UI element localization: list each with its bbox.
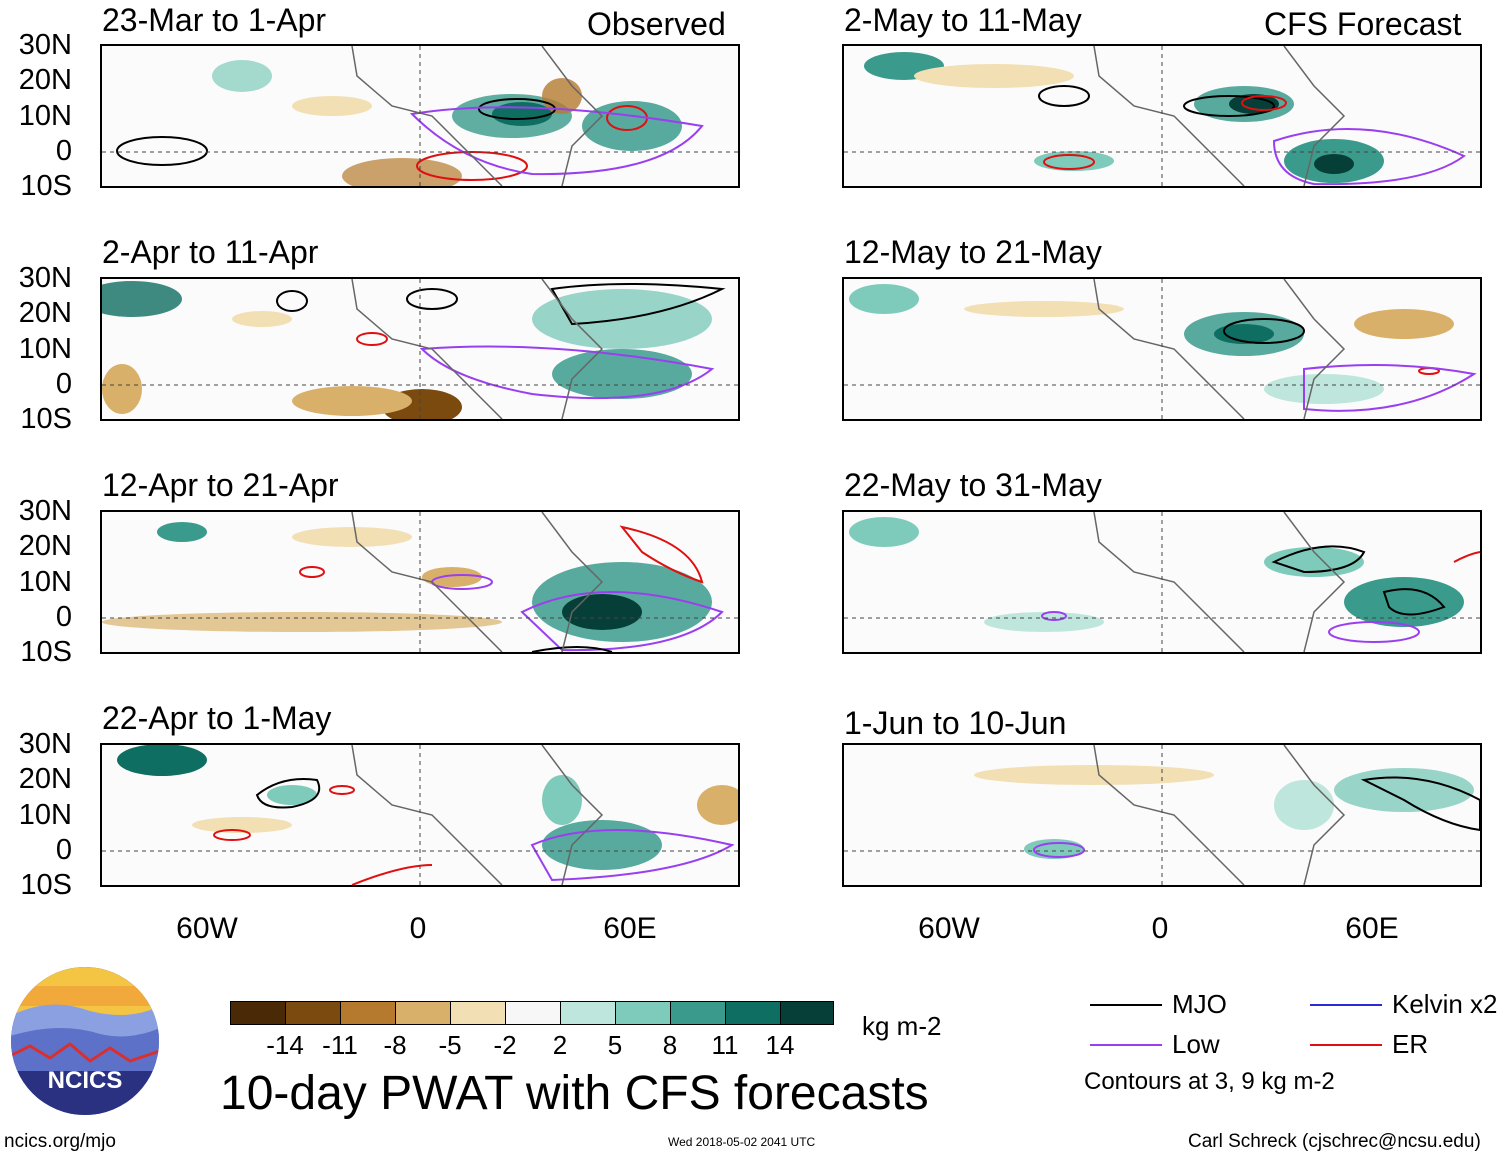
legend-note: Contours at 3, 9 kg m-2 [1084, 1068, 1335, 1095]
legend-line-er [1310, 1044, 1382, 1046]
legend-label-mjo: MJO [1172, 989, 1227, 1019]
ncics-logo-icon [11, 967, 159, 1115]
lon-label: 0 [1151, 912, 1169, 945]
legend-line-mjo [1090, 1004, 1162, 1006]
map-svg [102, 745, 738, 885]
logo-text: NCICS [47, 1067, 123, 1094]
colorbar-tick: -14 [266, 1030, 304, 1060]
lat-label: 10S [20, 170, 72, 202]
colorbar-swatch [780, 1001, 834, 1025]
colorbar-swatch [450, 1001, 506, 1025]
panel-title-fc-3: 22-May to 31-May [844, 467, 1102, 503]
lat-label: 10N [18, 333, 72, 365]
map-svg [844, 46, 1480, 186]
map-panel-fc-1 [842, 44, 1482, 188]
map-svg [844, 512, 1480, 652]
map-panel-obs-4 [100, 743, 740, 887]
legend-line-low [1090, 1044, 1162, 1046]
forecast-label: CFS Forecast [1264, 6, 1462, 42]
lon-label: 60W [918, 912, 980, 945]
lat-label: 10N [18, 100, 72, 132]
lat-label: 10S [20, 869, 72, 901]
map-panel-fc-3 [842, 510, 1482, 654]
observed-label: Observed [587, 6, 726, 42]
map-svg [102, 512, 738, 652]
timestamp: Wed 2018-05-02 2041 UTC [668, 1135, 816, 1149]
colorbar-swatch [615, 1001, 671, 1025]
colorbar-swatch [505, 1001, 561, 1025]
panel-title-obs-2: 2-Apr to 11-Apr [102, 234, 319, 270]
lat-label: 30N [18, 29, 72, 61]
colorbar-swatch [285, 1001, 341, 1025]
map-panel-obs-2 [100, 277, 740, 421]
colorbar-swatch [725, 1001, 781, 1025]
ncics-logo: NCICS [10, 966, 160, 1116]
colorbar-swatch [560, 1001, 616, 1025]
lat-label: 20N [18, 530, 72, 562]
lon-label: 60E [603, 912, 657, 945]
colorbar-swatch [230, 1001, 286, 1025]
lon-label: 60E [1345, 912, 1399, 945]
colorbar-tick: -5 [438, 1030, 462, 1060]
colorbar-swatch [340, 1001, 396, 1025]
legend-line-kelvin [1310, 1004, 1382, 1006]
lat-label: 30N [18, 262, 72, 294]
lat-label: 10N [18, 799, 72, 831]
lat-label: 10S [20, 403, 72, 435]
colorbar-tick: 2 [552, 1030, 568, 1060]
panel-title-obs-1: 23-Mar to 1-Apr [102, 2, 327, 38]
lat-label: 20N [18, 297, 72, 329]
map-panel-obs-1 [100, 44, 740, 188]
credit: Carl Schreck (cjschrec@ncsu.edu) [1188, 1131, 1481, 1152]
lon-label: 60W [176, 912, 238, 945]
colorbar-unit: kg m-2 [862, 1011, 942, 1041]
lat-label: 30N [18, 728, 72, 760]
panel-title-fc-1: 2-May to 11-May [844, 2, 1082, 38]
lat-label: 10S [20, 636, 72, 668]
lat-label: 20N [18, 763, 72, 795]
lat-label: 0 [55, 368, 72, 400]
lat-label: 20N [18, 64, 72, 96]
legend-label-er: ER [1392, 1029, 1429, 1059]
lat-label: 0 [55, 135, 72, 167]
colorbar-tick: 5 [607, 1030, 623, 1060]
lat-label: 30N [18, 495, 72, 527]
panel-title-fc-2: 12-May to 21-May [844, 234, 1102, 270]
colorbar-swatch [670, 1001, 726, 1025]
map-svg [102, 46, 738, 186]
colorbar-tick: -2 [493, 1030, 517, 1060]
colorbar-tick: 8 [662, 1030, 678, 1060]
map-svg [102, 279, 738, 419]
panel-title-obs-3: 12-Apr to 21-Apr [102, 467, 339, 503]
main-title: 10-day PWAT with CFS forecasts [220, 1067, 929, 1120]
map-panel-obs-3 [100, 510, 740, 654]
lat-label: 0 [55, 834, 72, 866]
colorbar-tick: -8 [383, 1030, 407, 1060]
map-svg [844, 745, 1480, 885]
lon-label: 0 [409, 912, 427, 945]
colorbar-tick: 11 [711, 1030, 739, 1060]
colorbar-tick: -11 [322, 1030, 358, 1060]
legend-label-low: Low [1172, 1029, 1220, 1059]
legend-label-kelvin: Kelvin x2 [1392, 989, 1498, 1019]
map-panel-fc-4 [842, 743, 1482, 887]
site-link[interactable]: ncics.org/mjo [4, 1131, 116, 1152]
lat-label: 10N [18, 566, 72, 598]
colorbar-tick: 14 [765, 1030, 795, 1060]
colorbar-swatch [395, 1001, 451, 1025]
panel-title-fc-4: 1-Jun to 10-Jun [844, 705, 1067, 741]
map-svg [844, 279, 1480, 419]
lat-label: 0 [55, 601, 72, 633]
panel-title-obs-4: 22-Apr to 1-May [102, 700, 332, 736]
map-panel-fc-2 [842, 277, 1482, 421]
